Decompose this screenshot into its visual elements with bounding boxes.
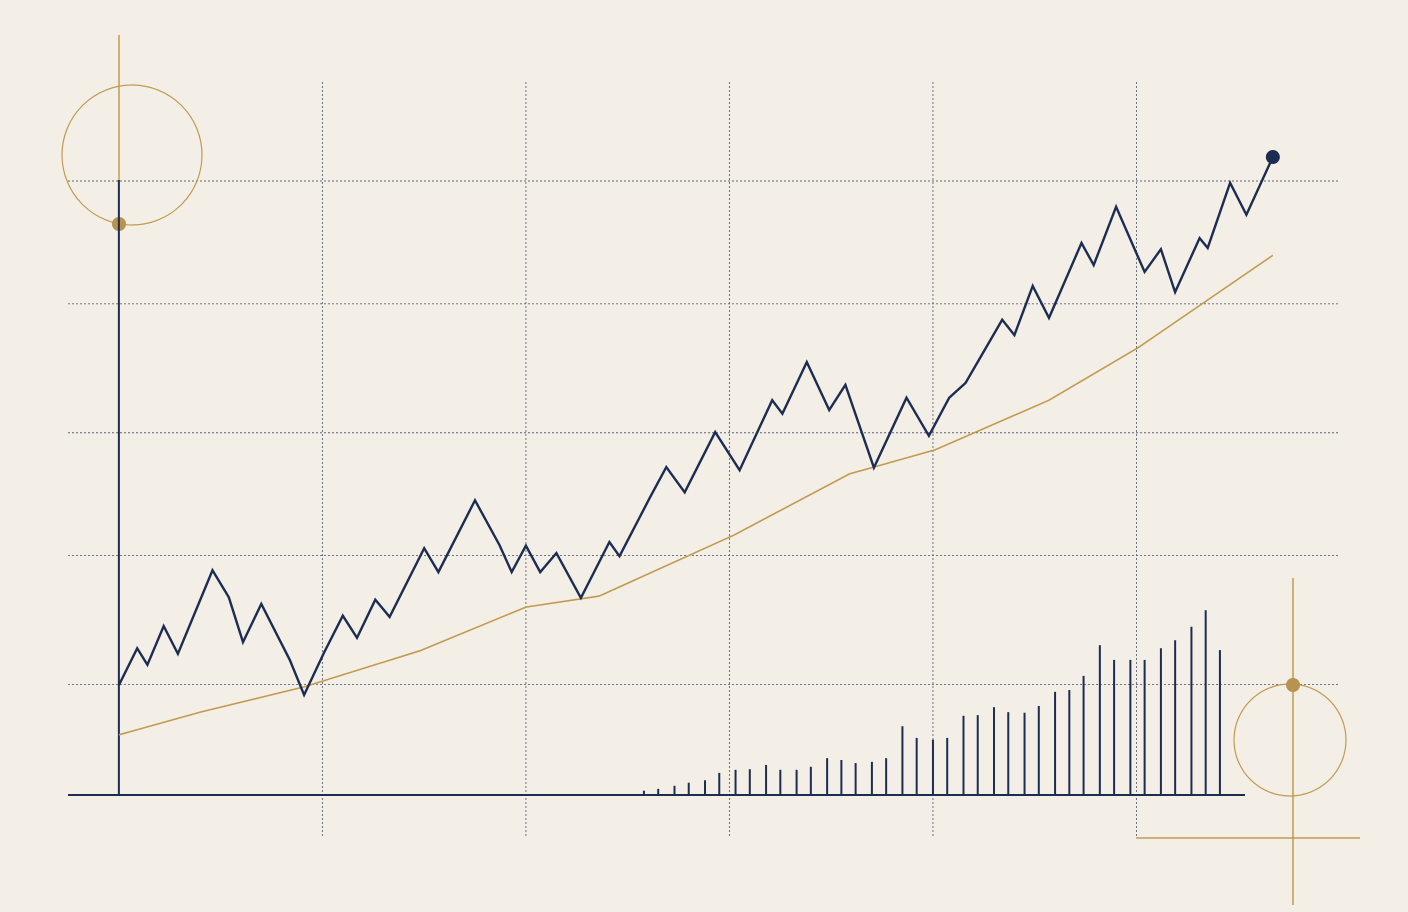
bar [765,764,768,795]
bar [1098,645,1101,795]
bar [779,769,782,795]
bar [1159,648,1162,795]
bar [854,763,857,795]
bar [1190,626,1193,795]
bar [673,785,676,795]
bar [1218,650,1221,795]
bar [704,780,707,795]
bar [1068,690,1071,795]
bar [885,758,888,795]
ornament-circle [1233,683,1347,797]
line [118,254,1274,736]
bar [962,715,965,795]
bar [1007,712,1010,795]
bar [901,726,904,795]
bar [718,772,721,795]
end-marker [1265,150,1280,165]
bar [870,761,873,795]
bar [657,788,660,795]
ornament-circle [61,84,203,226]
bar [1023,712,1026,795]
bar [1204,610,1207,795]
bar [1037,705,1040,795]
bar [734,769,737,795]
bar [976,715,979,795]
bar [748,769,751,795]
bar [915,737,918,795]
bar [993,707,996,795]
bar [1082,675,1085,795]
line [117,156,1274,698]
bar [1054,691,1057,795]
bar [795,769,798,795]
bar [1129,659,1132,795]
bar [809,766,812,795]
bar [1113,659,1116,795]
bar [931,739,934,795]
ornament-dot [1286,678,1300,692]
bar [1143,659,1146,795]
bar [1174,640,1177,795]
bar [946,737,949,795]
bar [687,782,690,795]
bar [840,760,843,795]
bar [642,790,645,795]
bar [826,758,829,795]
decoration [61,35,1360,905]
